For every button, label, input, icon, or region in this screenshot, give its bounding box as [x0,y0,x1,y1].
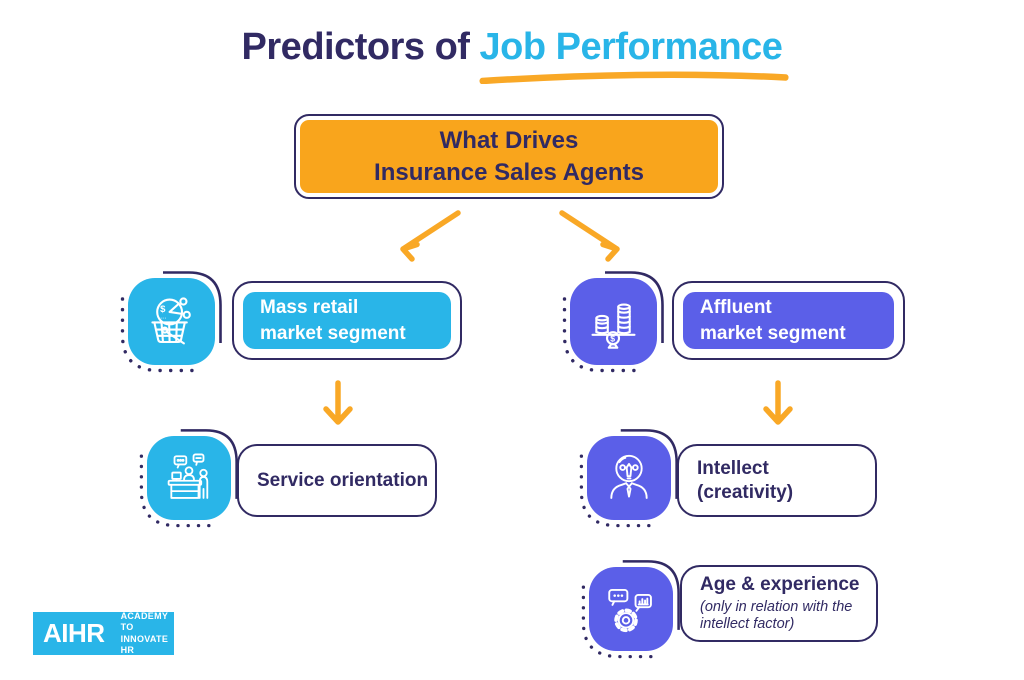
aihr-logo: AIHR ACADEMY TO INNOVATE HR [33,611,174,655]
tile-arc-dots-decoration [562,271,664,373]
coin-scales-icon: $ [562,271,664,373]
tile-arc-dots-decoration [120,271,222,373]
intellect-box: Intellect (creativity) [677,444,877,517]
affluent-box: Affluent market segment [672,281,905,360]
orange-underline-swoosh [478,71,789,84]
svg-text:$: $ [160,304,166,315]
service-desk-icon [139,429,238,528]
branch-left-arrow [400,210,461,262]
basket-pie-chart-icon: $ ... [120,271,222,373]
left-down-arrow [323,380,353,425]
age-experience-label: Age & experience (only in relation with … [682,567,876,640]
intellect-label: Intellect (creativity) [697,457,794,503]
title-prefix: Predictors of [241,26,480,68]
gear-chat-icon [581,560,680,659]
page-title: Predictors of Job Performance [0,26,1024,84]
aihr-logo-brand: AIHR [43,618,105,648]
root-box: What Drives Insurance Sales Agents [294,114,724,199]
svg-text:$: $ [610,334,615,344]
tile-arc-dots-decoration [579,429,678,528]
title-highlight: Job Performance [478,26,789,84]
mass-retail-label: Mass retail market segment [243,292,451,349]
affluent-label: Affluent market segment [683,292,894,349]
right-down-arrow [763,380,793,425]
idea-person-icon [579,429,678,528]
aihr-logo-tagline: ACADEMY TO INNOVATE HR [120,611,169,655]
tile-arc-dots-decoration [139,429,238,528]
service-orientation-box: Service orientation [237,444,437,517]
svg-text:...: ... [160,312,166,321]
service-orientation-label: Service orientation [257,469,429,491]
age-experience-box: Age & experience (only in relation with … [680,565,878,642]
branch-right-arrow [559,210,620,262]
root-box-label: What Drives Insurance Sales Agents [300,120,718,193]
mass-retail-box: Mass retail market segment [232,281,462,360]
tile-arc-dots-decoration [581,560,680,659]
age-experience-note: (only in relation with the intellect fac… [700,598,853,633]
